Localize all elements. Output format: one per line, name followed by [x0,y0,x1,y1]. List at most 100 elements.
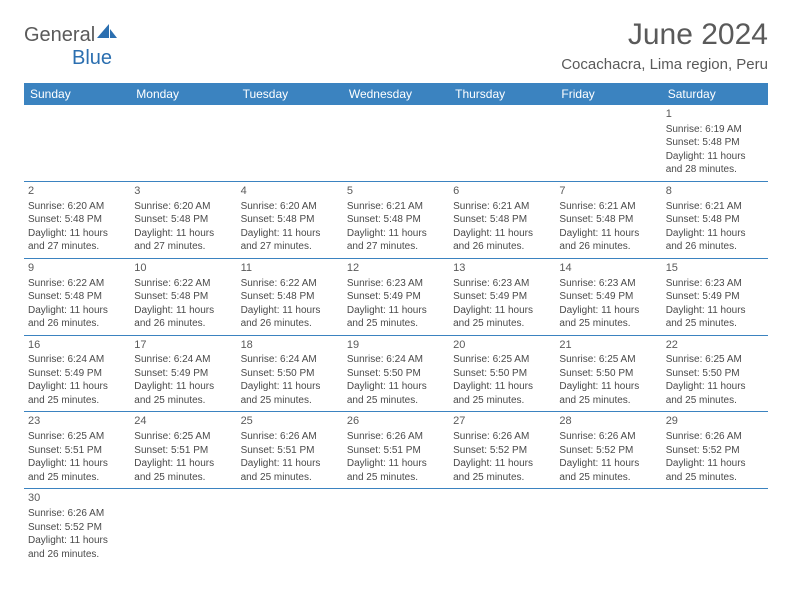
day-detail-line: Sunrise: 6:22 AM [134,277,232,291]
calendar-day-cell [24,105,130,181]
day-detail-line: Sunrise: 6:24 AM [134,353,232,367]
day-detail-line: and 25 minutes. [241,471,339,485]
calendar-day-cell: 8Sunrise: 6:21 AMSunset: 5:48 PMDaylight… [662,181,768,258]
day-detail-line: Daylight: 11 hours [241,227,339,241]
day-detail-line: Sunrise: 6:22 AM [241,277,339,291]
day-detail-line: Daylight: 11 hours [347,227,445,241]
day-detail-line: Daylight: 11 hours [666,227,764,241]
calendar-day-cell: 5Sunrise: 6:21 AMSunset: 5:48 PMDaylight… [343,181,449,258]
calendar-day-cell: 17Sunrise: 6:24 AMSunset: 5:49 PMDayligh… [130,335,236,412]
day-detail-line: Daylight: 11 hours [666,380,764,394]
day-detail-line: Sunset: 5:52 PM [559,444,657,458]
day-detail-line: Daylight: 11 hours [559,304,657,318]
day-detail-line: Sunrise: 6:20 AM [134,200,232,214]
day-detail-line: Sunrise: 6:24 AM [28,353,126,367]
day-detail-line: and 27 minutes. [241,240,339,254]
calendar-week-row: 2Sunrise: 6:20 AMSunset: 5:48 PMDaylight… [24,181,768,258]
logo: GeneralBlue [24,24,117,70]
day-detail-line: Sunset: 5:48 PM [666,213,764,227]
day-detail-line: Sunset: 5:51 PM [28,444,126,458]
calendar-day-cell: 16Sunrise: 6:24 AMSunset: 5:49 PMDayligh… [24,335,130,412]
day-detail-line: Daylight: 11 hours [28,380,126,394]
day-number: 13 [453,261,551,276]
calendar-body: 1Sunrise: 6:19 AMSunset: 5:48 PMDaylight… [24,105,768,565]
day-detail-line: Sunset: 5:49 PM [666,290,764,304]
calendar-day-cell: 6Sunrise: 6:21 AMSunset: 5:48 PMDaylight… [449,181,555,258]
calendar-day-cell: 18Sunrise: 6:24 AMSunset: 5:50 PMDayligh… [237,335,343,412]
day-detail-line: Sunrise: 6:22 AM [28,277,126,291]
day-detail-line: Sunset: 5:48 PM [134,213,232,227]
day-detail-line: and 25 minutes. [559,394,657,408]
day-detail-line: Sunset: 5:52 PM [28,521,126,535]
day-detail-line: and 25 minutes. [134,471,232,485]
day-detail-line: Sunrise: 6:26 AM [559,430,657,444]
calendar-day-cell: 19Sunrise: 6:24 AMSunset: 5:50 PMDayligh… [343,335,449,412]
day-detail-line: Sunrise: 6:19 AM [666,123,764,137]
day-number: 26 [347,414,445,429]
logo-text-blue: Blue [72,47,112,69]
day-detail-line: Sunrise: 6:23 AM [559,277,657,291]
day-detail-line: Sunset: 5:51 PM [241,444,339,458]
day-number: 30 [28,491,126,506]
calendar-day-cell: 9Sunrise: 6:22 AMSunset: 5:48 PMDaylight… [24,258,130,335]
day-number: 9 [28,261,126,276]
calendar-table: SundayMondayTuesdayWednesdayThursdayFrid… [24,83,768,565]
day-detail-line: Daylight: 11 hours [559,380,657,394]
day-detail-line: Sunrise: 6:23 AM [666,277,764,291]
day-detail-line: Daylight: 11 hours [453,380,551,394]
day-detail-line: Daylight: 11 hours [453,457,551,471]
calendar-day-cell: 7Sunrise: 6:21 AMSunset: 5:48 PMDaylight… [555,181,661,258]
calendar-day-cell [555,105,661,181]
calendar-day-cell: 2Sunrise: 6:20 AMSunset: 5:48 PMDaylight… [24,181,130,258]
day-detail-line: Daylight: 11 hours [453,227,551,241]
location-text: Cocachacra, Lima region, Peru [561,56,768,73]
day-detail-line: Sunset: 5:48 PM [453,213,551,227]
day-detail-line: Sunrise: 6:26 AM [28,507,126,521]
day-detail-line: Daylight: 11 hours [241,457,339,471]
day-detail-line: and 26 minutes. [241,317,339,331]
month-title: June 2024 [561,18,768,52]
day-detail-line: Daylight: 11 hours [559,227,657,241]
day-detail-line: Sunset: 5:48 PM [241,213,339,227]
day-detail-line: and 25 minutes. [453,317,551,331]
day-detail-line: Sunset: 5:50 PM [241,367,339,381]
day-detail-line: Daylight: 11 hours [134,304,232,318]
day-detail-line: Sunset: 5:48 PM [666,136,764,150]
day-detail-line: and 25 minutes. [241,394,339,408]
day-number: 12 [347,261,445,276]
day-detail-line: and 25 minutes. [559,471,657,485]
logo-sail-icon [97,24,117,45]
day-detail-line: Sunrise: 6:26 AM [241,430,339,444]
day-detail-line: Sunrise: 6:23 AM [453,277,551,291]
day-detail-line: Sunset: 5:52 PM [453,444,551,458]
day-number: 3 [134,184,232,199]
day-number: 14 [559,261,657,276]
day-detail-line: Sunset: 5:50 PM [666,367,764,381]
day-detail-line: and 26 minutes. [453,240,551,254]
day-detail-line: Sunrise: 6:23 AM [347,277,445,291]
day-detail-line: Daylight: 11 hours [28,534,126,548]
day-number: 7 [559,184,657,199]
calendar-day-cell: 15Sunrise: 6:23 AMSunset: 5:49 PMDayligh… [662,258,768,335]
day-detail-line: Sunset: 5:48 PM [559,213,657,227]
weekday-header: Tuesday [237,83,343,105]
weekday-header: Thursday [449,83,555,105]
day-detail-line: and 25 minutes. [666,471,764,485]
day-number: 16 [28,338,126,353]
calendar-week-row: 9Sunrise: 6:22 AMSunset: 5:48 PMDaylight… [24,258,768,335]
calendar-day-cell [449,105,555,181]
day-detail-line: Sunrise: 6:21 AM [347,200,445,214]
day-detail-line: and 25 minutes. [559,317,657,331]
day-detail-line: Sunrise: 6:26 AM [666,430,764,444]
calendar-day-cell [449,489,555,565]
day-detail-line: Daylight: 11 hours [134,227,232,241]
calendar-day-cell: 22Sunrise: 6:25 AMSunset: 5:50 PMDayligh… [662,335,768,412]
day-detail-line: and 27 minutes. [28,240,126,254]
day-detail-line: Sunrise: 6:26 AM [453,430,551,444]
day-detail-line: Sunset: 5:48 PM [347,213,445,227]
day-detail-line: Daylight: 11 hours [347,457,445,471]
calendar-week-row: 30Sunrise: 6:26 AMSunset: 5:52 PMDayligh… [24,489,768,565]
day-detail-line: and 25 minutes. [453,394,551,408]
day-detail-line: Sunset: 5:49 PM [134,367,232,381]
day-number: 11 [241,261,339,276]
